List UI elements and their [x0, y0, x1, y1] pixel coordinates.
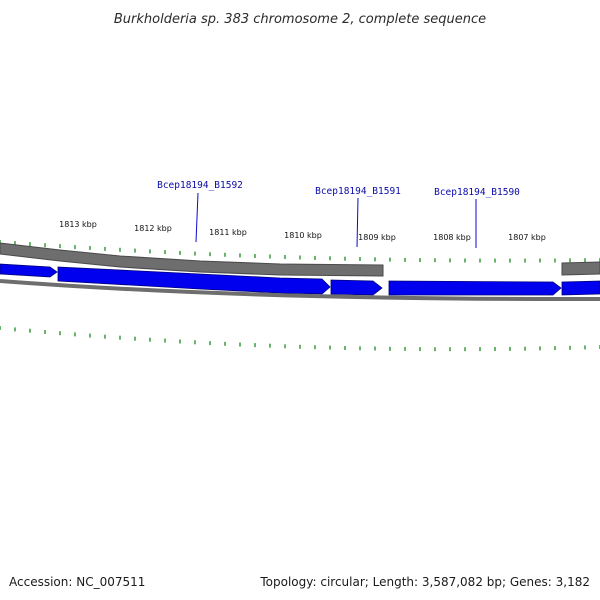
gene-labels: Bcep18194_B1592 Bcep18194_B1591 Bcep1819… — [157, 180, 520, 248]
gene-label-leader-b1592 — [195, 192, 199, 243]
backbone-segment-left — [0, 242, 384, 277]
chromosome-backbone — [0, 242, 600, 277]
accession-text: Accession: NC_007511 — [9, 575, 145, 589]
scale-tick-labels: 1813 kbp 1812 kbp 1811 kbp 1810 kbp 1809… — [59, 220, 546, 242]
tick-label-1813: 1813 kbp — [59, 220, 97, 229]
tick-label-1812: 1812 kbp — [134, 224, 172, 233]
gene-arrow — [561, 280, 600, 296]
tick-label-1809: 1809 kbp — [358, 233, 396, 242]
tick-label-1807: 1807 kbp — [508, 233, 546, 242]
gene-label-leader-b1591 — [356, 197, 359, 248]
gene-label-b1592[interactable]: Bcep18194_B1592 — [157, 180, 243, 191]
map-title: Burkholderia sp. 383 chromosome 2, compl… — [114, 12, 486, 27]
outer-scale-ticks — [0, 240, 600, 263]
gene-label-b1591[interactable]: Bcep18194_B1591 — [315, 186, 401, 197]
gene-arrow — [57, 266, 331, 295]
gene-arrow — [330, 279, 383, 296]
inner-scale-ticks — [0, 326, 600, 352]
genome-summary-text: Topology: circular; Length: 3,587,082 bp… — [259, 575, 590, 589]
gene-arrow — [388, 280, 562, 296]
tick-label-1808: 1808 kbp — [433, 233, 471, 242]
gene-arrow — [0, 263, 58, 278]
tick-label-1810: 1810 kbp — [284, 231, 322, 240]
tick-label-1811: 1811 kbp — [209, 228, 247, 237]
gene-track — [0, 263, 600, 296]
backbone-segment-right — [561, 261, 600, 276]
gene-label-b1590[interactable]: Bcep18194_B1590 — [434, 187, 520, 198]
inner-strand-line — [0, 279, 600, 302]
